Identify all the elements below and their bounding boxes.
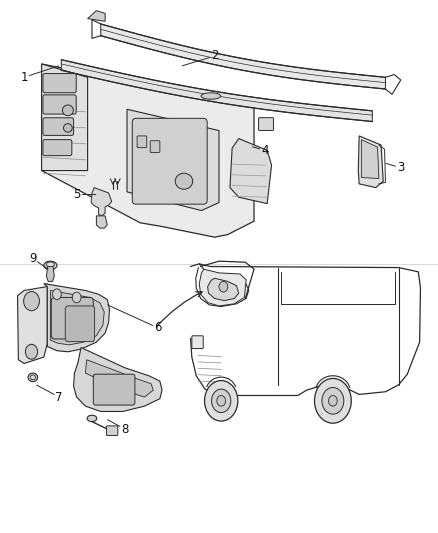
Circle shape (314, 378, 351, 423)
Ellipse shape (64, 124, 72, 132)
Polygon shape (85, 360, 153, 397)
FancyBboxPatch shape (132, 118, 207, 204)
Polygon shape (74, 348, 162, 411)
Text: 4: 4 (261, 144, 269, 157)
Polygon shape (50, 290, 104, 345)
Text: 1: 1 (20, 71, 28, 84)
Circle shape (24, 292, 39, 311)
FancyBboxPatch shape (43, 118, 74, 135)
Polygon shape (46, 266, 54, 281)
Polygon shape (208, 278, 239, 301)
FancyBboxPatch shape (137, 136, 147, 148)
FancyBboxPatch shape (43, 140, 72, 156)
Polygon shape (42, 64, 254, 237)
Circle shape (72, 292, 81, 303)
Ellipse shape (30, 375, 35, 379)
FancyBboxPatch shape (43, 74, 76, 93)
FancyBboxPatch shape (106, 426, 118, 435)
Circle shape (328, 395, 337, 406)
Circle shape (322, 387, 344, 414)
Polygon shape (91, 188, 112, 216)
Text: 8: 8 (121, 423, 128, 435)
Text: 3: 3 (397, 161, 404, 174)
Ellipse shape (175, 173, 193, 189)
Polygon shape (42, 64, 88, 171)
FancyBboxPatch shape (65, 306, 95, 342)
Circle shape (25, 344, 38, 359)
Polygon shape (358, 136, 383, 188)
Circle shape (217, 395, 226, 406)
Circle shape (205, 381, 238, 421)
FancyBboxPatch shape (93, 374, 135, 405)
Ellipse shape (46, 262, 54, 266)
Ellipse shape (87, 415, 97, 422)
Polygon shape (199, 269, 246, 306)
Text: 6: 6 (154, 321, 162, 334)
FancyBboxPatch shape (258, 118, 273, 131)
Ellipse shape (28, 373, 38, 382)
Polygon shape (127, 109, 219, 211)
Text: 9: 9 (29, 252, 37, 265)
Polygon shape (101, 24, 385, 89)
Polygon shape (88, 11, 105, 21)
Ellipse shape (201, 93, 221, 99)
FancyBboxPatch shape (150, 141, 160, 152)
Polygon shape (18, 284, 47, 364)
Polygon shape (230, 139, 272, 204)
FancyBboxPatch shape (51, 297, 93, 339)
Text: 2: 2 (211, 50, 219, 62)
FancyBboxPatch shape (192, 336, 203, 349)
Ellipse shape (44, 261, 57, 270)
Polygon shape (44, 284, 110, 352)
Circle shape (53, 289, 61, 300)
Text: 7: 7 (55, 391, 63, 403)
FancyBboxPatch shape (43, 95, 76, 114)
Polygon shape (96, 216, 107, 228)
Polygon shape (361, 140, 379, 179)
Circle shape (212, 389, 231, 413)
Ellipse shape (62, 105, 73, 116)
Text: 5: 5 (73, 188, 80, 201)
Circle shape (219, 281, 228, 292)
Polygon shape (61, 60, 372, 122)
